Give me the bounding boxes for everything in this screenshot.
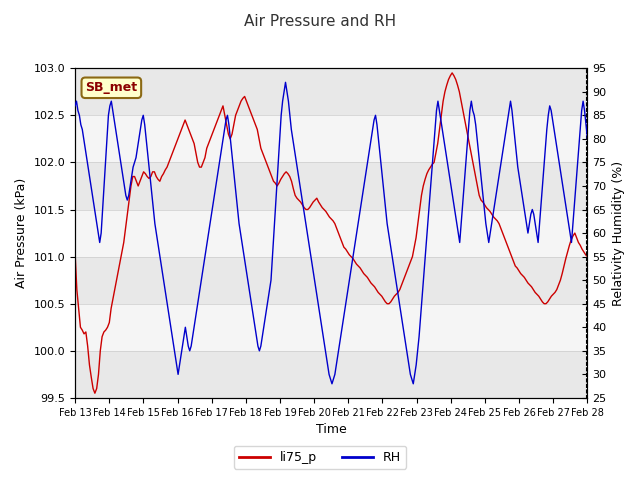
Y-axis label: Air Pressure (kPa): Air Pressure (kPa) (15, 178, 28, 288)
Bar (75, 257, 588, 304)
Bar (75, 162, 588, 209)
Legend: li75_p, RH: li75_p, RH (234, 446, 406, 469)
Text: Air Pressure and RH: Air Pressure and RH (244, 14, 396, 29)
Bar (75, 351, 588, 398)
Y-axis label: Relativity Humidity (%): Relativity Humidity (%) (612, 160, 625, 306)
Bar (75, 68, 588, 115)
Text: SB_met: SB_met (85, 81, 138, 94)
Bar (75, 115, 588, 162)
Bar (75, 304, 588, 351)
X-axis label: Time: Time (316, 423, 347, 436)
Bar (75, 209, 588, 257)
